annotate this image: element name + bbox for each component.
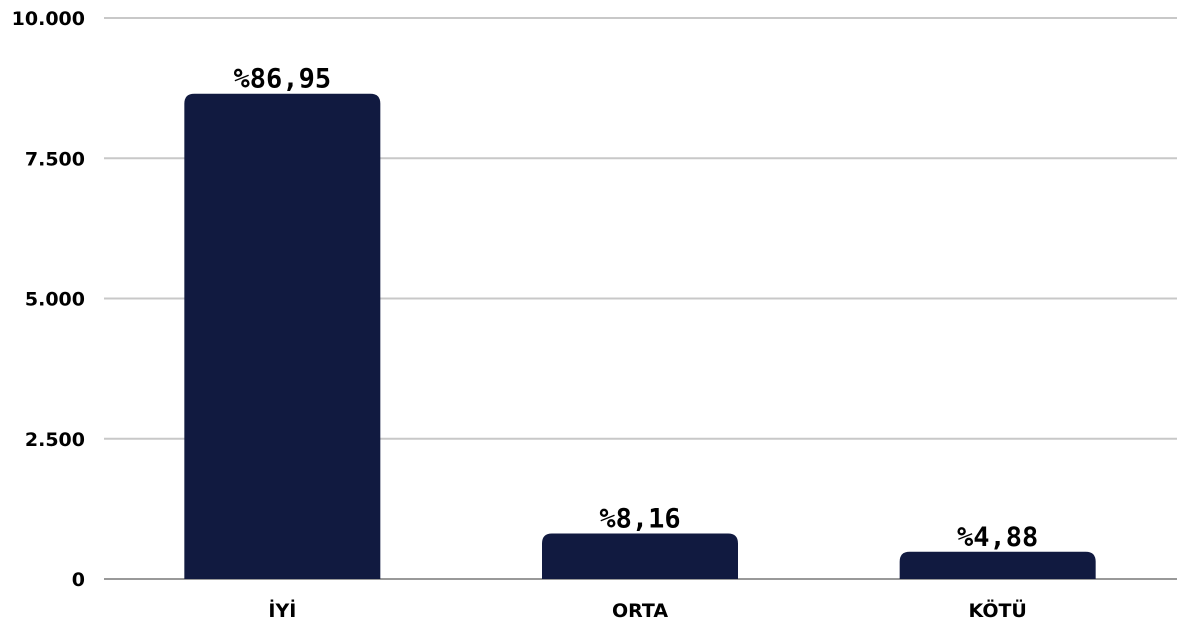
data-labels: %86,95 %8,16 %4,88: [234, 64, 1039, 553]
y-axis-tick-labels: 0 2.500 5.000 7.500 10.000: [12, 8, 85, 591]
bar-data-label: %8,16: [599, 504, 680, 535]
y-tick-label: 5.000: [25, 289, 85, 311]
bar-3: [899, 551, 1096, 579]
x-axis-category-labels: İYİ ORTA KÖTÜ: [268, 598, 1026, 622]
y-tick-label: 10.000: [12, 8, 85, 30]
bar-data-label: %86,95: [234, 64, 332, 95]
category-label: KÖTÜ: [968, 598, 1026, 622]
category-label: ORTA: [612, 600, 668, 622]
bar-2: [542, 533, 738, 579]
category-label: İYİ: [268, 598, 296, 622]
y-tick-label: 7.500: [25, 148, 85, 170]
bar-1: [184, 93, 381, 580]
bars: [184, 93, 1096, 580]
y-tick-label: 0: [72, 569, 85, 591]
y-tick-label: 2.500: [25, 429, 85, 451]
bar-data-label: %4,88: [957, 522, 1038, 553]
